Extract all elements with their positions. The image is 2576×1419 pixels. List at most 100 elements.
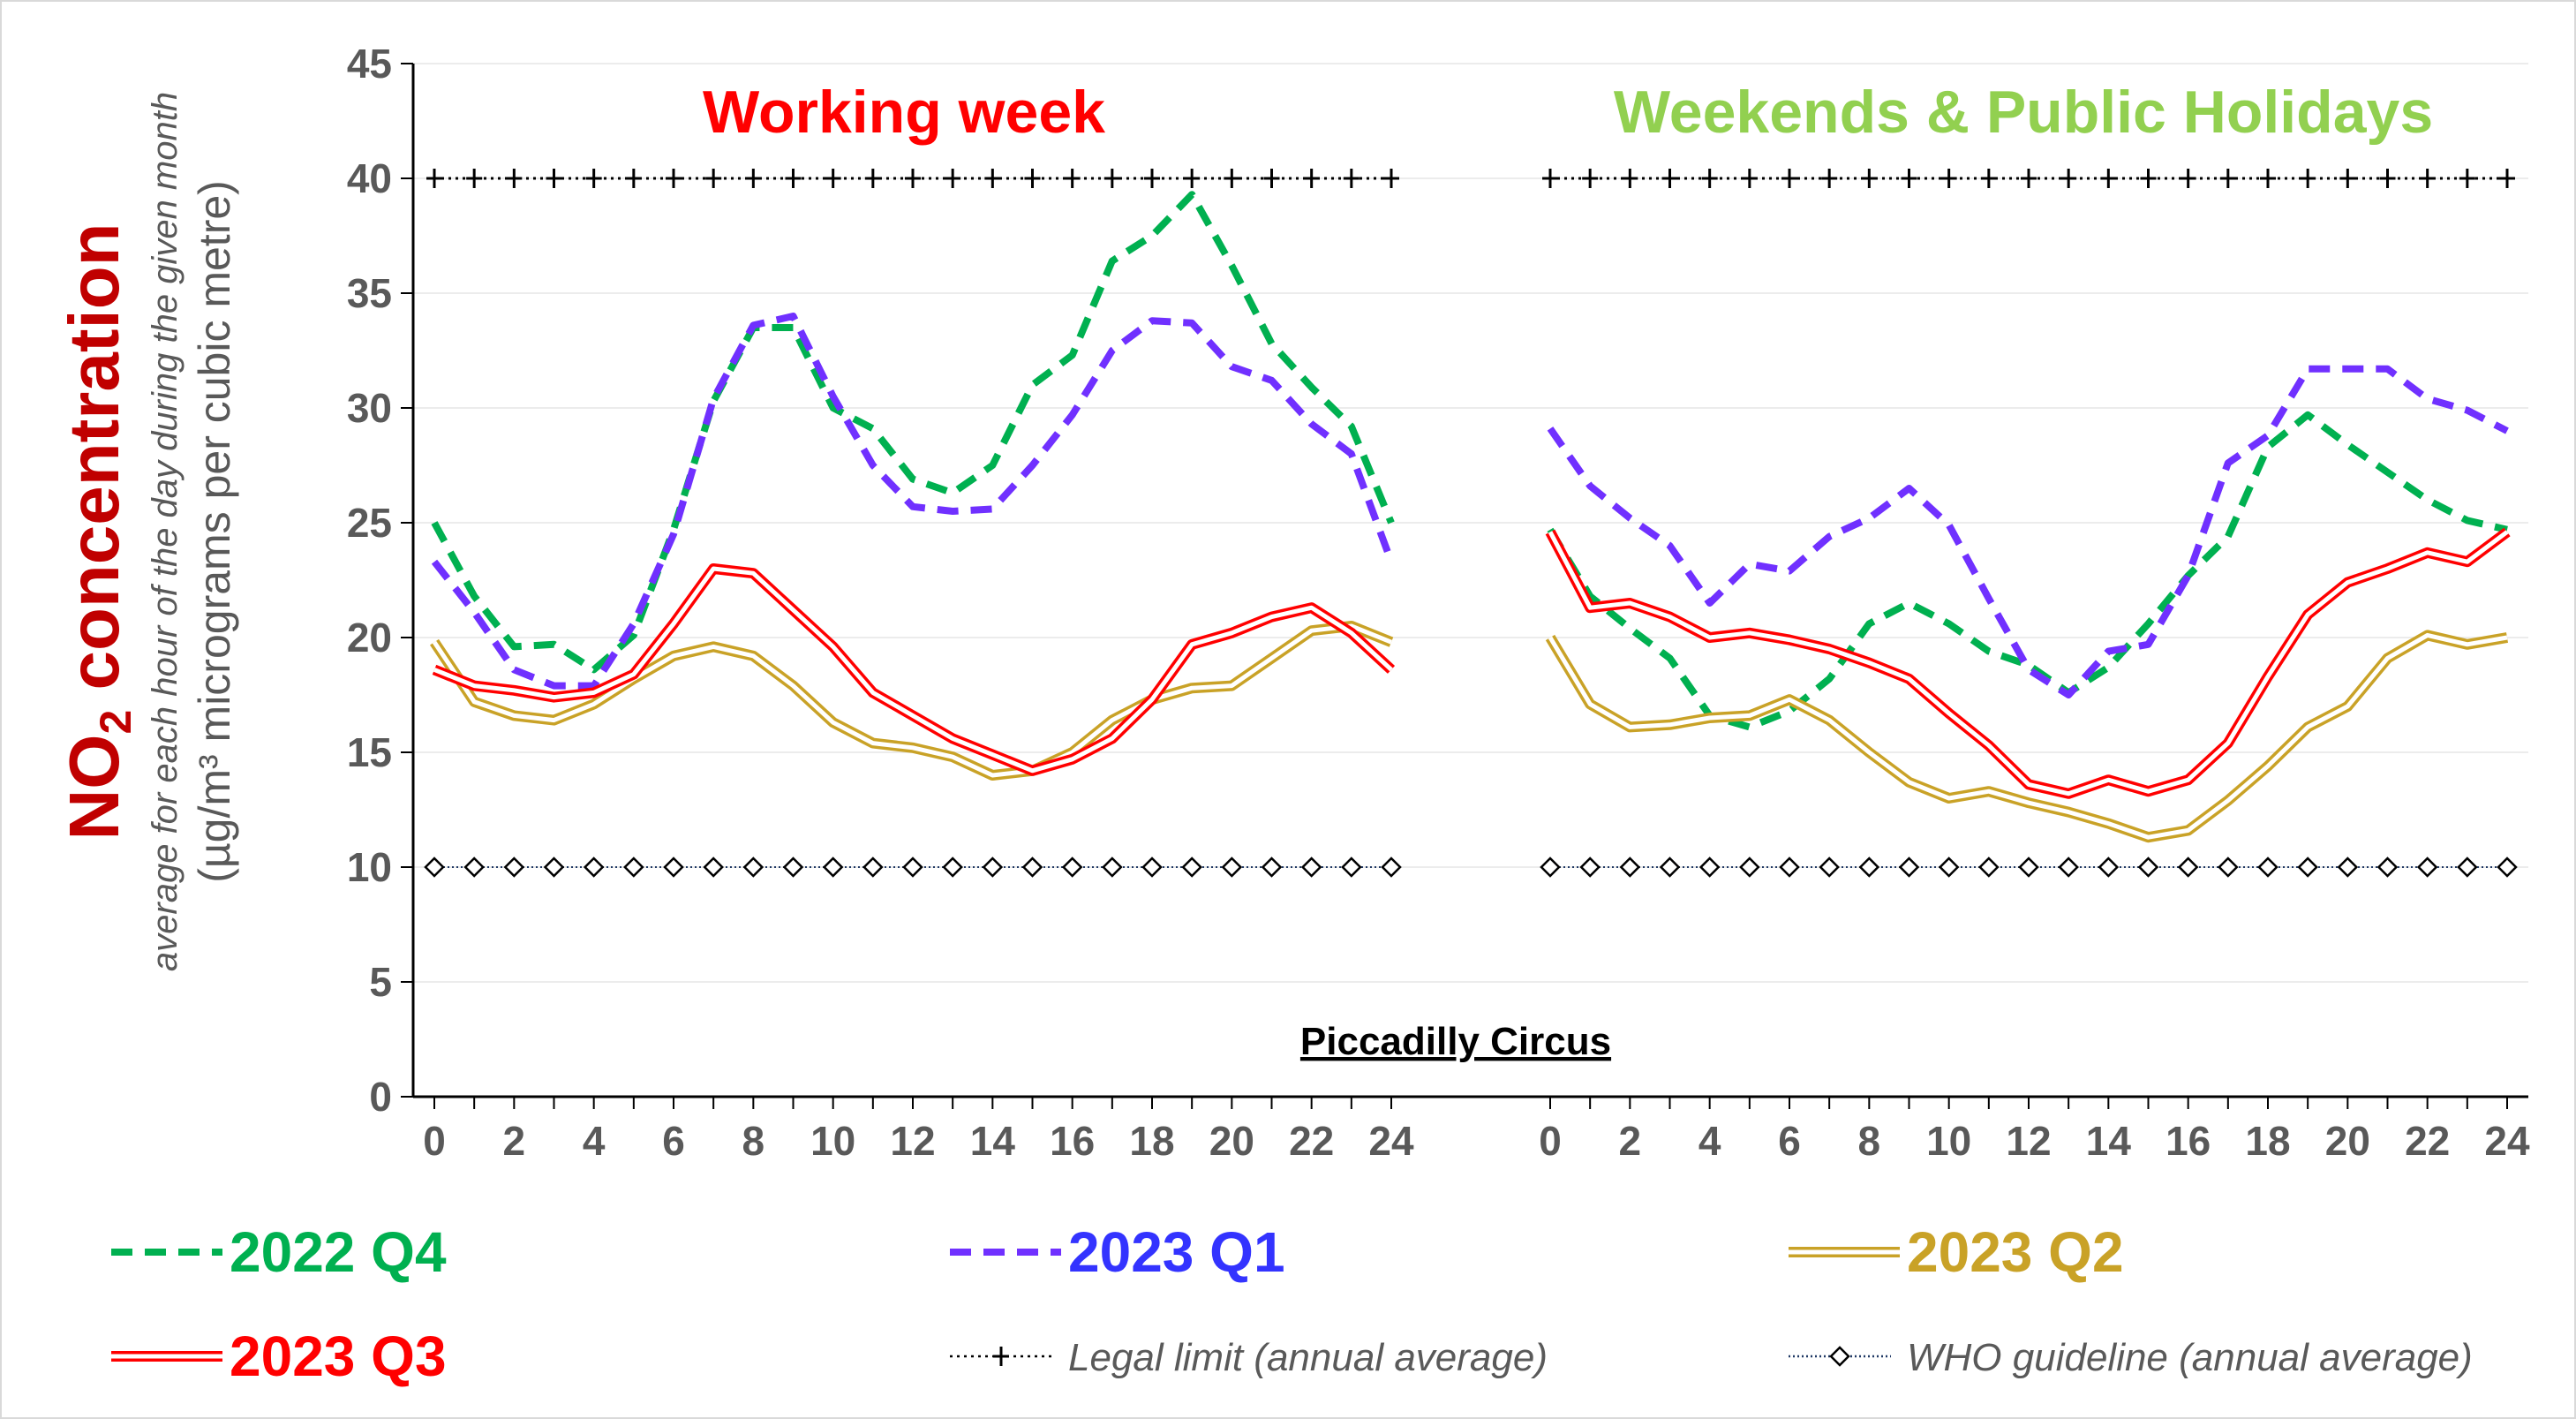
who-guideline-marker — [543, 857, 565, 878]
series-line-2023-q1 — [1547, 365, 2509, 698]
who-guideline-marker — [1699, 857, 1721, 878]
who-guideline-marker — [2218, 857, 2239, 878]
y-tick-label: 45 — [347, 41, 392, 87]
who-guideline-marker — [1978, 857, 2000, 878]
x-tick-label: 6 — [1778, 1118, 1801, 1164]
who-guideline-marker — [2177, 857, 2199, 878]
who-guideline-marker — [1102, 857, 1123, 878]
legend-label: 2022 Q4 — [230, 1220, 447, 1284]
x-tick-label: 6 — [662, 1118, 685, 1164]
x-tick-label: 16 — [2165, 1118, 2211, 1164]
who-guideline-marker — [1659, 857, 1681, 878]
who-guideline-marker — [1938, 857, 1960, 878]
y-tick-label: 0 — [369, 1074, 392, 1120]
who-guideline-marker — [1261, 857, 1283, 878]
y-tick-label: 30 — [347, 385, 392, 431]
gridlines — [413, 63, 2528, 983]
y-axis-title-sub-group: average for each hour of the day during … — [146, 92, 185, 971]
x-tick-label: 20 — [2325, 1118, 2370, 1164]
who-guideline-marker — [2457, 857, 2478, 878]
who-guideline-marker — [2257, 857, 2278, 878]
who-guideline-marker — [782, 857, 804, 878]
x-tick-label: 10 — [1926, 1118, 1971, 1164]
y-axis-title-sub: average for each hour of the day during … — [146, 92, 185, 971]
who-guideline-marker — [1381, 857, 1402, 878]
x-tick-label: 0 — [1539, 1118, 1562, 1164]
x-tick-label: 0 — [423, 1118, 446, 1164]
legend-label: 2023 Q1 — [1068, 1220, 1285, 1284]
x-tick-label: 24 — [2484, 1118, 2530, 1164]
x-tick-label: 2 — [503, 1118, 526, 1164]
who-guideline-marker — [583, 857, 605, 878]
y-title-no: NO — [55, 734, 133, 840]
x-tick-label: 18 — [2245, 1118, 2290, 1164]
series-line-2023-q3-inner — [433, 566, 1393, 774]
who-guideline-marker — [424, 857, 445, 878]
y-axis-title-main: NO2 concentration — [55, 223, 140, 841]
who-guideline-marker — [1819, 857, 1840, 878]
who-guideline-marker — [2018, 857, 2039, 878]
who-guideline-marker — [1579, 857, 1601, 878]
series-line-2023-q2-inner — [1548, 632, 2508, 840]
who-guideline-marker — [1540, 857, 1561, 878]
who-guideline-marker — [1181, 857, 1202, 878]
series-line-2023-q2-inner — [432, 623, 1392, 778]
who-guideline-marker — [1021, 857, 1043, 878]
who-guideline-marker — [2337, 857, 2359, 878]
x-tick-label: 8 — [1858, 1118, 1881, 1164]
y-tick-label: 40 — [347, 155, 392, 201]
who-guideline-marker — [2137, 857, 2159, 878]
y-tick-label: 5 — [369, 959, 392, 1005]
who-guideline-marker — [1141, 857, 1163, 878]
series-line-2023-q3 — [1545, 527, 2511, 799]
y-tick-label: 20 — [347, 615, 392, 660]
x-tick-label: 10 — [810, 1118, 855, 1164]
who-guideline-marker — [463, 857, 485, 878]
who-guideline-marker — [1221, 857, 1243, 878]
legend: 2022 Q4 2023 Q1 2023 Q2 2023 Q3 Legal limit … — [111, 1220, 2473, 1388]
x-tick-label: 22 — [1289, 1118, 1334, 1164]
who-guideline-marker — [1619, 857, 1641, 878]
who-guideline-marker — [982, 857, 1004, 878]
x-tick-label: 12 — [890, 1118, 935, 1164]
x-tick-label: 18 — [1129, 1118, 1174, 1164]
who-guideline-marker — [2058, 857, 2079, 878]
svg-text:NO2 concentration: NO2 concentration — [55, 223, 140, 841]
who-guideline-marker — [2098, 857, 2120, 878]
series-line-2023-q2 — [1545, 630, 2509, 843]
who-guideline-marker — [1829, 1346, 1850, 1367]
who-guideline-marker — [1779, 857, 1800, 878]
x-tick-label: 22 — [2405, 1118, 2450, 1164]
y-axis-unit-group: (µg/m³ micrograms per cubic metre) — [190, 180, 239, 883]
who-guideline-marker — [1898, 857, 1920, 878]
y-title-rest: concentration — [55, 223, 133, 710]
y-axis-unit: (µg/m³ micrograms per cubic metre) — [190, 180, 239, 883]
x-tick-label: 4 — [583, 1118, 606, 1164]
who-guideline-marker — [742, 857, 765, 878]
chart-text: Piccadilly Circus Working week Weekends … — [55, 79, 2433, 1063]
series-line-2023-q3-inner — [1548, 530, 2509, 796]
x-tick-label: 4 — [1699, 1118, 1721, 1164]
panel-title-weekends: Weekends & Public Holidays — [1614, 79, 2433, 146]
who-guideline-marker — [1341, 857, 1362, 878]
who-guideline-marker — [2497, 857, 2518, 878]
legend-label: 2023 Q3 — [230, 1325, 447, 1388]
x-tick-label: 14 — [970, 1118, 1016, 1164]
who-guideline-marker — [1858, 857, 1880, 878]
series-line-2023-q1 — [431, 313, 1395, 690]
series-lines — [430, 191, 2511, 843]
series-line-2022-q4 — [431, 191, 1395, 674]
x-tick-label: 24 — [1368, 1118, 1414, 1164]
who-guideline-marker — [703, 857, 724, 878]
y-tick-label: 10 — [347, 844, 392, 890]
who-guideline-marker — [862, 857, 884, 878]
x-tick-label: 12 — [2006, 1118, 2051, 1164]
y-tick-label: 15 — [347, 729, 392, 775]
who-guideline-marker — [2297, 857, 2318, 878]
x-tick-label: 14 — [2086, 1118, 2132, 1164]
y-tick-label: 35 — [347, 270, 392, 316]
who-guideline-marker — [1739, 857, 1760, 878]
who-guideline-marker — [942, 857, 963, 878]
y-title-subscript: 2 — [91, 710, 140, 735]
